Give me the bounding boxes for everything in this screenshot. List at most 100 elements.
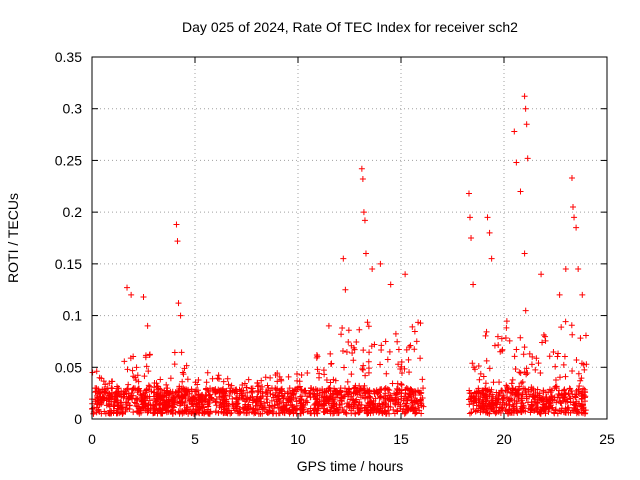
data-point (180, 385, 187, 392)
data-point (480, 408, 487, 415)
data-point (89, 369, 96, 376)
data-point (511, 128, 518, 135)
data-point (538, 271, 545, 278)
data-point (517, 334, 524, 341)
data-point (200, 404, 207, 411)
data-point (326, 385, 333, 392)
data-point (251, 409, 258, 416)
data-point (496, 393, 503, 400)
data-point (327, 379, 334, 386)
data-point (349, 350, 356, 357)
data-point (539, 339, 546, 346)
data-point (496, 379, 503, 386)
data-point (344, 378, 351, 385)
data-point (395, 399, 402, 406)
data-point (321, 409, 328, 416)
data-point (482, 386, 489, 393)
data-point (399, 369, 406, 376)
data-point (313, 410, 320, 417)
data-point (361, 395, 368, 402)
data-point (566, 385, 573, 392)
data-point (264, 399, 271, 406)
data-point (412, 410, 419, 417)
data-point (135, 378, 142, 385)
x-tick-label: 5 (191, 431, 199, 447)
data-point (190, 394, 197, 401)
data-point (214, 375, 221, 382)
data-point (357, 394, 364, 401)
data-point (318, 402, 325, 409)
data-point (145, 382, 152, 389)
data-point (365, 358, 372, 365)
data-point (405, 356, 412, 363)
data-point (135, 404, 142, 411)
data-point (519, 400, 526, 407)
data-point (314, 366, 321, 373)
data-point (233, 400, 240, 407)
data-point (242, 398, 249, 405)
data-point (129, 367, 136, 374)
data-point (208, 394, 215, 401)
data-point (232, 394, 239, 401)
data-point (289, 387, 296, 394)
data-point (548, 392, 555, 399)
data-point (532, 401, 539, 408)
data-point (378, 346, 385, 353)
data-point (139, 397, 146, 404)
data-point (409, 323, 416, 330)
data-point (353, 339, 360, 346)
data-point (403, 385, 410, 392)
data-point (290, 409, 297, 416)
data-point (411, 346, 418, 353)
data-point (496, 404, 503, 411)
data-point (471, 389, 478, 396)
data-point (352, 390, 359, 397)
data-point (323, 388, 330, 395)
data-point (207, 391, 214, 398)
data-point (517, 369, 524, 376)
data-point (110, 407, 117, 414)
data-point (389, 380, 396, 387)
data-point (415, 319, 422, 326)
data-point (484, 214, 491, 221)
data-point (287, 390, 294, 397)
data-point (406, 369, 413, 376)
data-point (190, 403, 197, 410)
data-point (557, 399, 564, 406)
data-point (383, 410, 390, 417)
data-point (419, 376, 426, 383)
data-point (413, 338, 420, 345)
data-point (551, 410, 558, 417)
x-axis-label: GPS time / hours (297, 458, 404, 474)
data-point (219, 400, 226, 407)
data-point (169, 404, 176, 411)
data-point (371, 406, 378, 413)
x-tick-label: 10 (290, 431, 306, 447)
data-point (151, 384, 158, 391)
data-point (356, 326, 363, 333)
data-point (350, 405, 357, 412)
data-point (480, 373, 487, 380)
data-point (568, 322, 575, 329)
data-point (402, 271, 409, 278)
data-point (371, 341, 378, 348)
data-point (350, 357, 357, 364)
data-point (153, 398, 160, 405)
data-point (247, 394, 254, 401)
data-point (497, 348, 504, 355)
y-tick-label: 0 (74, 411, 82, 427)
data-point (239, 404, 246, 411)
data-point (566, 393, 573, 400)
data-point (391, 390, 398, 397)
data-point (364, 319, 371, 326)
data-point (491, 342, 498, 349)
data-point (360, 347, 367, 354)
data-point (555, 350, 562, 357)
data-point (467, 214, 474, 221)
data-point (356, 408, 363, 415)
data-point (567, 409, 574, 416)
data-point (198, 394, 205, 401)
data-point (140, 293, 147, 300)
data-point (378, 394, 385, 401)
data-point (366, 349, 373, 356)
